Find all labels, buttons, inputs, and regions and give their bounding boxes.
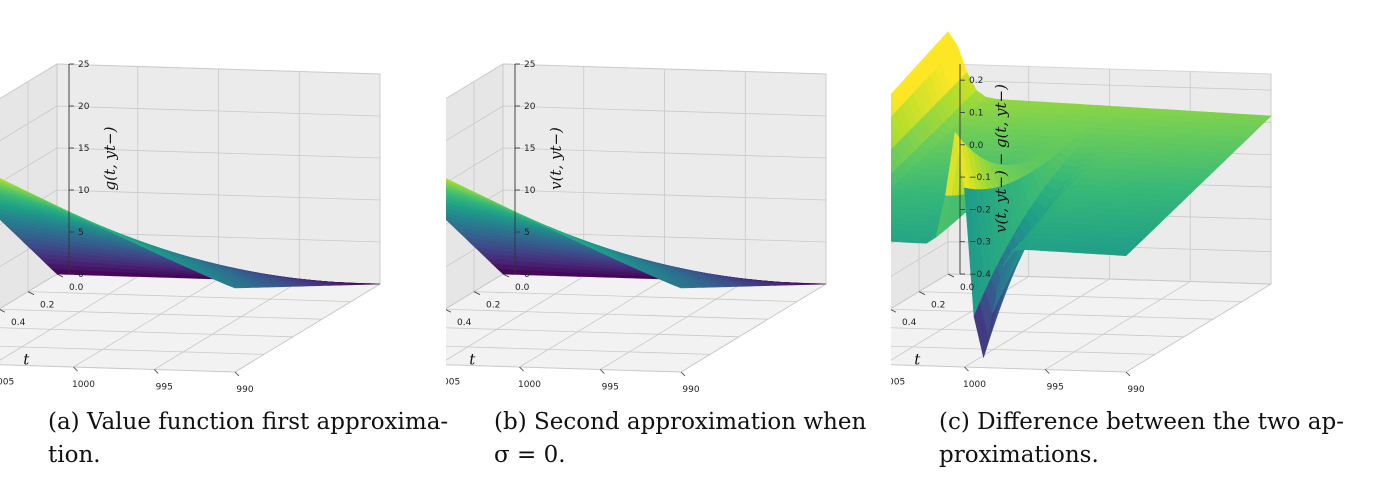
- x-tick-label: 990: [236, 385, 253, 395]
- surface: [0, 178, 381, 289]
- x-tick-mark: [1044, 369, 1050, 374]
- y-axis-label: t: [23, 350, 30, 368]
- y-tick-mark: [27, 291, 35, 295]
- surface: [891, 31, 1272, 359]
- z-tick-label: 15: [78, 144, 89, 154]
- z-tick-label: −0.3: [969, 238, 991, 248]
- y-tick-mark: [891, 309, 897, 313]
- z-tick-label: 0.2: [969, 76, 983, 86]
- caption-b-line-2: σ = 0.: [494, 442, 566, 468]
- x-tick-mark: [153, 369, 159, 374]
- y-tick-labels: 0.00.20.40.60.81.0: [0, 273, 84, 328]
- x-tick-label: 1005: [891, 378, 905, 388]
- caption-c-line-2: proximations.: [939, 442, 1099, 468]
- caption-c: (c) Difference between the two ap- proxi…: [939, 406, 1359, 472]
- x-tick-label: 1005: [446, 378, 460, 388]
- z-tick-label: 5: [524, 228, 530, 238]
- z-tick-labels: 0 5 10 15 20 25: [514, 60, 536, 280]
- z-tick-label: 0: [78, 270, 84, 280]
- z-axis-label: v(t, yt−): [547, 127, 565, 190]
- x-tick-mark: [680, 371, 686, 377]
- y-tick-label: 0.4: [11, 318, 26, 328]
- z-tick-label: 20: [524, 102, 536, 112]
- caption-b: (b) Second approximation when σ = 0.: [494, 406, 914, 472]
- z-tick-label: 25: [78, 60, 89, 70]
- y-tick-label: 0.0: [69, 283, 84, 293]
- x-tick-label: 1000: [518, 380, 541, 390]
- floor-pane: [891, 273, 1273, 373]
- x-tick-labels: 990995100010051010: [0, 366, 254, 395]
- y-tick-label: 0.0: [960, 283, 975, 293]
- x-tick-label: 995: [1047, 383, 1064, 393]
- y-tick-label: 0.2: [40, 301, 54, 311]
- floor-pane: [446, 273, 828, 373]
- y-tick-labels: 0.00.20.40.60.81.0: [891, 273, 975, 328]
- surface-patch: [671, 283, 687, 289]
- z-tick-labels: 0 5 10 15 20 25: [68, 60, 90, 280]
- x-tick-labels: 990995100010051010: [891, 366, 1145, 395]
- x-tick-mark: [1125, 371, 1131, 377]
- x-tick-label: 1000: [963, 380, 986, 390]
- y-axis-label: t: [469, 350, 476, 368]
- y-tick-mark: [947, 273, 955, 278]
- y-tick-mark: [446, 309, 452, 313]
- x-tick-mark: [964, 366, 969, 372]
- panel-a: 9909951000100510100.00.20.40.60.81.00510…: [0, 0, 459, 492]
- x-tick-labels: 990995100010051010: [446, 366, 700, 395]
- floor-pane: [0, 273, 382, 373]
- y-tick-label: 0.0: [515, 283, 530, 293]
- x-tick-label: 990: [682, 385, 699, 395]
- surface-chart-b: 9909951000100510100.00.20.40.60.81.00510…: [446, 60, 828, 395]
- z-tick-label: −0.1: [969, 173, 991, 183]
- x-tick-mark: [73, 366, 78, 372]
- surface-chart-a: 9909951000100510100.00.20.40.60.81.00510…: [0, 60, 382, 395]
- z-axis-label: v(t, yt−) − g(t, yt−): [992, 84, 1010, 233]
- z-tick-label: 0.1: [969, 108, 983, 118]
- z-tick-label: 0.0: [969, 141, 984, 151]
- z-tick-label: 20: [78, 102, 90, 112]
- y-tick-mark: [56, 273, 64, 278]
- panel-c: 9909951000100510100.00.20.40.60.81.0−0.4…: [891, 0, 1350, 492]
- z-axis-label: g(t, yt−): [101, 126, 119, 190]
- caption-a: (a) Value function first approxima- tion…: [48, 406, 468, 472]
- x-tick-label: 995: [602, 383, 619, 393]
- surface-chart-c: 9909951000100510100.00.20.40.60.81.0−0.4…: [891, 31, 1273, 395]
- panel-b: 9909951000100510100.00.20.40.60.81.00510…: [446, 0, 905, 492]
- surface-patch: [1115, 249, 1133, 257]
- surface: [446, 178, 827, 289]
- caption-b-line-1: (b) Second approximation when: [494, 409, 867, 435]
- x-tick-label: 1000: [72, 380, 95, 390]
- surface-patch: [225, 283, 241, 289]
- y-tick-label: 0.2: [931, 301, 945, 311]
- x-tick-mark: [599, 369, 605, 374]
- caption-a-line-1: (a) Value function first approxima-: [48, 409, 449, 435]
- y-axis-label: t: [914, 350, 921, 368]
- y-tick-mark: [0, 309, 6, 313]
- x-tick-mark: [234, 371, 240, 377]
- y-tick-label: 0.4: [457, 318, 472, 328]
- z-tick-label: 15: [524, 144, 535, 154]
- y-tick-mark: [918, 291, 926, 295]
- z-tick-label: −0.4: [969, 270, 991, 280]
- surface-patch: [891, 169, 894, 175]
- z-tick-labels: −0.4 −0.3 −0.2 −0.1 0.0 0.1 0.2: [959, 64, 991, 280]
- y-tick-label: 0.2: [486, 301, 500, 311]
- x-tick-label: 990: [1127, 385, 1144, 395]
- y-tick-mark: [502, 273, 510, 278]
- z-tick-label: 5: [78, 228, 84, 238]
- caption-a-line-2: tion.: [48, 442, 101, 468]
- x-tick-label: 1005: [0, 378, 14, 388]
- z-tick-label: −0.2: [969, 205, 991, 215]
- x-tick-mark: [519, 366, 524, 372]
- z-tick-label: 0: [524, 270, 530, 280]
- y-tick-mark: [473, 291, 481, 295]
- y-tick-labels: 0.00.20.40.60.81.0: [446, 273, 530, 328]
- z-tick-label: 10: [78, 186, 90, 196]
- caption-c-line-1: (c) Difference between the two ap-: [939, 409, 1344, 435]
- z-tick-label: 25: [524, 60, 535, 70]
- z-tick-label: 10: [524, 186, 536, 196]
- y-tick-label: 0.4: [902, 318, 917, 328]
- x-tick-label: 995: [156, 383, 173, 393]
